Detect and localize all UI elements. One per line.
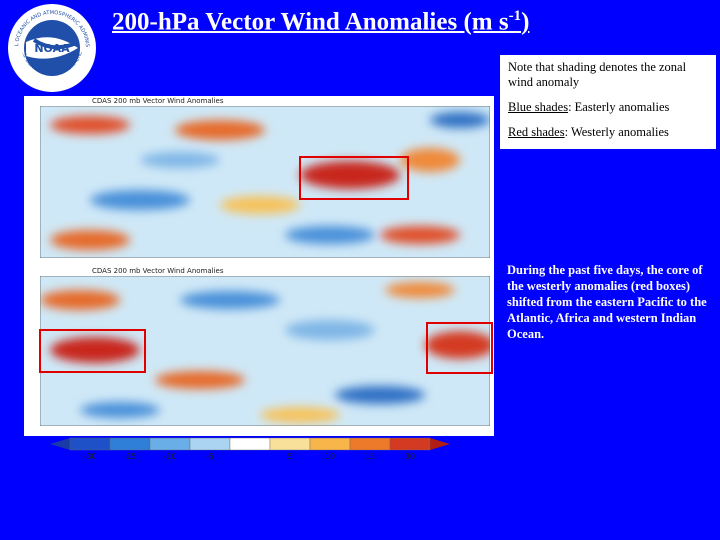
logo-text: NOAA xyxy=(34,42,70,55)
map-title: CDAS 200 mb Vector Wind Anomalies xyxy=(92,267,224,275)
colorbar-label: 10 xyxy=(325,452,335,460)
highlight-box xyxy=(426,322,493,374)
highlight-box xyxy=(39,329,146,373)
colorbar-segment xyxy=(189,437,231,451)
colorbar-label: 30 xyxy=(405,452,415,460)
colorbar-label: -5 xyxy=(206,452,214,460)
slide-title: 200-hPa Vector Wind Anomalies (m s-1) xyxy=(112,8,672,36)
colorbar: -30 -15 -10 -5 5 10 15 30 xyxy=(50,437,450,460)
summary-text: During the past five days, the core of t… xyxy=(507,263,707,341)
colorbar-segment xyxy=(389,437,431,451)
colorbar-label: 5 xyxy=(287,452,292,460)
map-title: CDAS 200 mb Vector Wind Anomalies xyxy=(92,97,224,105)
colorbar-label: -10 xyxy=(163,452,176,460)
colorbar-label: -15 xyxy=(123,452,136,460)
title-suffix: ) xyxy=(521,8,530,36)
maps-figure: CDAS 200 mb Vector Wind Anomalies CDAS 2… xyxy=(24,96,494,460)
note-blue: Blue shades: Easterly anomalies xyxy=(508,100,708,115)
colorbar-segment xyxy=(109,437,151,451)
colorbar-arrow xyxy=(50,438,70,450)
red-label: Red shades xyxy=(508,125,565,139)
colorbar-label: 15 xyxy=(365,452,375,460)
note-intro: Note that shading denotes the zonal wind… xyxy=(508,60,687,89)
colorbar-segment xyxy=(269,437,311,451)
colorbar-segment xyxy=(149,437,191,451)
colorbar-segment xyxy=(309,437,351,451)
map-bottom xyxy=(40,276,490,426)
colorbar-segment xyxy=(69,437,111,451)
colorbar-label: -30 xyxy=(83,452,96,460)
colorbar-segment xyxy=(349,437,391,451)
title-text: 200-hPa Vector Wind Anomalies (m s xyxy=(112,8,509,36)
blue-label: Blue shades xyxy=(508,100,569,114)
map-top xyxy=(40,106,490,258)
title-superscript: -1 xyxy=(508,8,522,24)
note-box: Note that shading denotes the zonal wind… xyxy=(500,55,716,149)
colorbar-arrow xyxy=(430,438,450,450)
blue-text: : Easterly anomalies xyxy=(568,100,670,114)
red-text: : Westerly anomalies xyxy=(564,125,669,139)
note-red: Red shades: Westerly anomalies xyxy=(508,125,708,140)
highlight-box xyxy=(299,156,409,200)
noaa-logo: NOAA NATIONAL OCEANIC AND ATMOSPHERIC AD… xyxy=(4,0,96,92)
colorbar-segment xyxy=(229,437,271,451)
